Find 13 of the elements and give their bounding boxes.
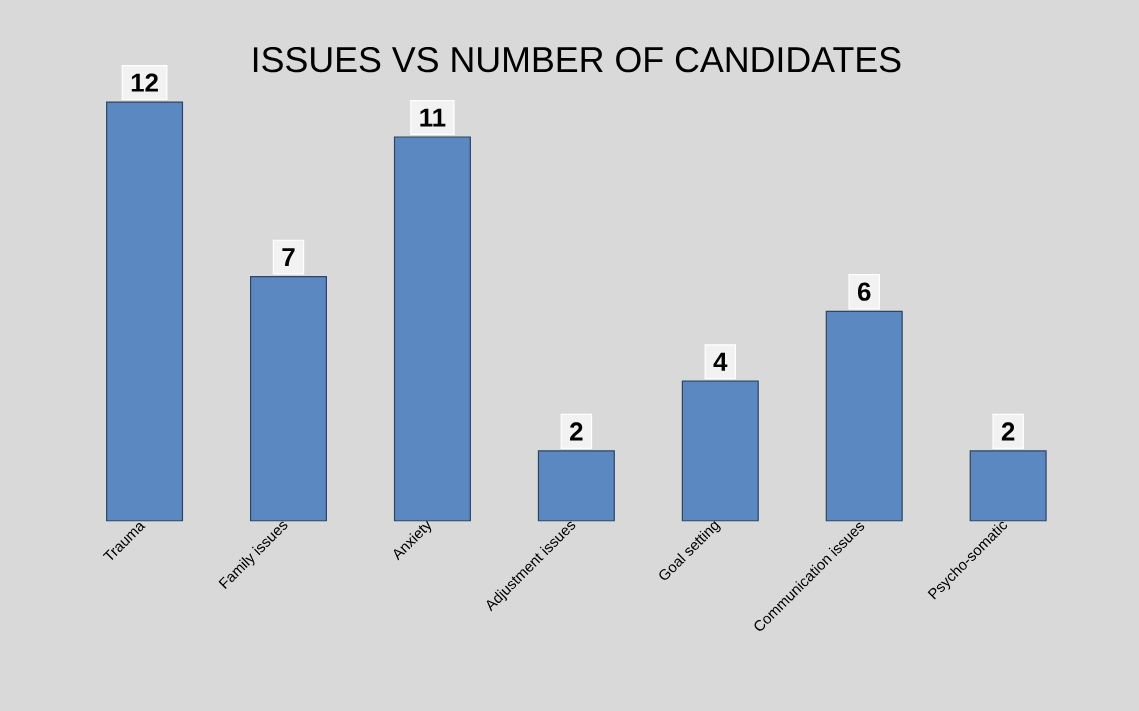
data-label: 4 [713,352,728,371]
bar [537,450,615,522]
data-label: 12 [131,73,158,92]
chart-title: ISSUES VS NUMBER OF CANDIDATES [253,46,901,73]
data-label: 11 [420,108,446,127]
bar [969,450,1047,522]
bar [825,310,903,522]
data-label: 2 [1001,422,1015,441]
bar [249,275,327,522]
data-label: 7 [282,248,295,266]
data-label: 2 [570,422,583,441]
data-label: 6 [857,282,871,301]
bar [681,380,759,522]
